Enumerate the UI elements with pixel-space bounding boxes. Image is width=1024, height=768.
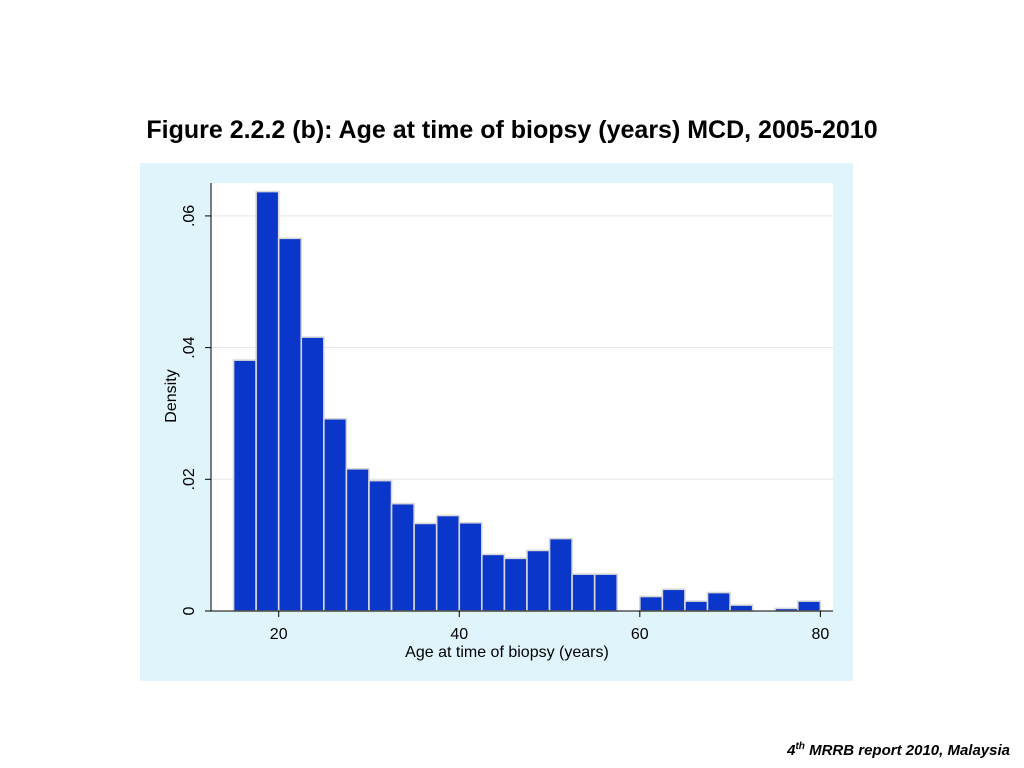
axes: 20 40 60 80 0 .02 .04 .06 bbox=[181, 183, 833, 643]
x-tick-label: 20 bbox=[270, 626, 288, 643]
y-tick-label: 0 bbox=[181, 606, 198, 615]
histogram-bars bbox=[232, 190, 822, 612]
footer-report-name: MRRB report 2010, Malaysia bbox=[804, 742, 1010, 759]
histogram-bar bbox=[323, 417, 348, 612]
x-tick-label: 80 bbox=[811, 626, 829, 643]
histogram-bar bbox=[526, 549, 551, 612]
x-tick-label: 40 bbox=[450, 626, 468, 643]
chart-panel: 20 40 60 80 0 .02 .04 .06 Density Age at time o… bbox=[140, 163, 853, 681]
y-tick-label: .02 bbox=[181, 468, 198, 490]
histogram-bar bbox=[481, 553, 506, 612]
histogram-bar bbox=[300, 336, 325, 612]
histogram-bar bbox=[345, 467, 370, 612]
histogram-bar bbox=[368, 479, 393, 612]
x-axis-title: Age at time of biopsy (years) bbox=[405, 644, 609, 661]
histogram-bar bbox=[706, 591, 731, 612]
histogram-bar bbox=[390, 502, 415, 612]
histogram-bar bbox=[796, 600, 822, 612]
histogram-bar bbox=[593, 573, 619, 612]
histogram-bar bbox=[729, 604, 754, 612]
histogram-bar bbox=[548, 537, 573, 612]
footer-edition-suffix: th bbox=[795, 741, 805, 752]
histogram-bar bbox=[503, 557, 528, 612]
histogram-bar bbox=[435, 514, 461, 612]
x-tick-label: 60 bbox=[631, 626, 649, 643]
slide-title: Figure 2.2.2 (b): Age at time of biopsy … bbox=[146, 116, 878, 144]
histogram-bar bbox=[277, 237, 303, 612]
histogram-bar bbox=[255, 190, 280, 612]
histogram-bar bbox=[413, 522, 438, 612]
histogram-bar bbox=[458, 521, 483, 612]
y-axis-title: Density bbox=[163, 369, 180, 422]
report-footer: 4th MRRB report 2010, Malaysia bbox=[787, 741, 1010, 759]
histogram-bar bbox=[684, 600, 709, 612]
y-tick-label: .06 bbox=[181, 205, 198, 227]
density-histogram: 20 40 60 80 0 .02 .04 .06 Density Age at time o… bbox=[140, 163, 853, 681]
footer-edition-number: 4 bbox=[787, 742, 796, 759]
y-tick-label: .04 bbox=[181, 336, 198, 358]
histogram-bar bbox=[661, 588, 686, 612]
histogram-bar bbox=[571, 573, 596, 612]
histogram-bar bbox=[639, 595, 664, 612]
histogram-bar bbox=[232, 359, 257, 612]
